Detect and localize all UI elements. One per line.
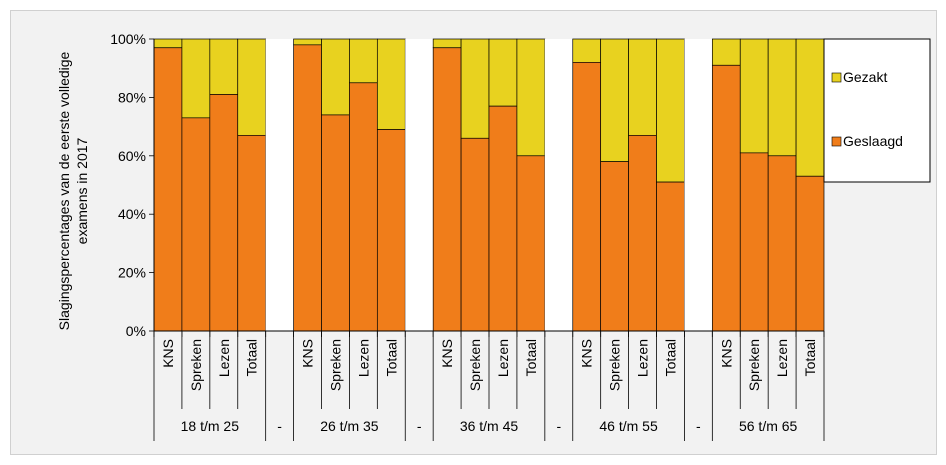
bar-gezakt <box>516 38 546 157</box>
x-group-label: - <box>417 418 422 434</box>
y-tick-label: 100% <box>110 31 146 47</box>
bar-geslaagd <box>600 161 629 332</box>
legend-swatch-geslaagd <box>831 136 842 147</box>
bar-gezakt <box>600 38 629 162</box>
bar-gezakt <box>237 38 267 136</box>
gap-column <box>544 39 573 331</box>
legend-swatch-gezakt <box>831 72 842 83</box>
bar-geslaagd <box>739 152 769 332</box>
bar-gezakt <box>321 38 350 116</box>
bar-gezakt <box>293 38 322 46</box>
gap-column <box>405 39 434 331</box>
x-group-label: - <box>277 418 282 434</box>
bar-geslaagd <box>516 155 546 332</box>
x-category-label: KNS <box>579 339 595 368</box>
chart-frame: 0% 20% 40% 60% 80% 100% KNS Spreken Lezen Totaal… <box>10 10 937 455</box>
x-category-label: Totaal <box>244 339 260 376</box>
x-group-label: 26 t/m 35 <box>320 418 379 434</box>
x-category-label: Totaal <box>802 339 818 376</box>
x-group-label: 18 t/m 25 <box>181 418 240 434</box>
bar-geslaagd <box>432 47 462 332</box>
bar-geslaagd <box>795 175 825 332</box>
x-category-label: KNS <box>160 339 176 368</box>
legend-label-geslaagd: Geslaagd <box>843 133 903 149</box>
bar-gezakt <box>711 38 741 66</box>
y-tick-label: 40% <box>118 206 146 222</box>
x-category-label: Lezen <box>216 339 232 377</box>
bar-geslaagd <box>209 94 239 332</box>
bar-geslaagd <box>181 117 211 332</box>
y-axis-label-line-2: examens in 2017 <box>74 137 90 244</box>
x-category-label: Totaal <box>662 339 678 376</box>
bar-gezakt <box>460 38 490 139</box>
bar-geslaagd <box>321 114 350 332</box>
bar-gezakt <box>488 38 518 107</box>
bar-gezakt <box>376 38 406 130</box>
bar-gezakt <box>739 38 769 154</box>
bar-gezakt <box>153 38 183 49</box>
x-group-label: 56 t/m 65 <box>739 418 798 434</box>
bar-geslaagd <box>153 47 183 332</box>
x-group-label: 46 t/m 55 <box>599 418 658 434</box>
bar-gezakt <box>432 38 462 49</box>
y-tick-label: 0% <box>126 323 146 339</box>
bar-geslaagd <box>293 44 322 332</box>
bar-geslaagd <box>488 105 518 332</box>
y-tick-label: 60% <box>118 148 146 164</box>
bar-gezakt <box>767 38 797 157</box>
x-category-label: Spreken <box>327 339 343 391</box>
bar-geslaagd <box>628 135 657 332</box>
bar-geslaagd <box>572 62 602 332</box>
x-category-label: Spreken <box>467 339 483 391</box>
legend-box <box>823 38 931 183</box>
bar-gezakt <box>349 38 378 84</box>
bar-geslaagd <box>376 129 406 332</box>
bar-geslaagd <box>349 82 378 332</box>
bar-geslaagd <box>460 137 490 332</box>
x-category-label: KNS <box>718 339 734 368</box>
bar-gezakt <box>628 38 657 136</box>
x-group-label: 36 t/m 45 <box>460 418 519 434</box>
bar-geslaagd <box>711 64 741 332</box>
bar-geslaagd <box>656 181 685 332</box>
x-category-label: Lezen <box>355 339 371 377</box>
bar-geslaagd <box>767 155 797 332</box>
x-category-label: KNS <box>300 339 316 368</box>
x-category-label: Lezen <box>635 339 651 377</box>
x-category-label: Totaal <box>383 339 399 376</box>
bar-gezakt <box>572 38 602 63</box>
stacked-bar-chart: 0% 20% 40% 60% 80% 100% KNS Spreken Lezen Totaal… <box>56 31 931 441</box>
x-group-label: - <box>696 418 701 434</box>
x-group-label: - <box>556 418 561 434</box>
bar-gezakt <box>209 38 239 95</box>
legend-label-gezakt: Gezakt <box>843 69 887 85</box>
bar-gezakt <box>656 38 685 183</box>
x-category-label: Spreken <box>607 339 623 391</box>
gap-column <box>684 39 713 331</box>
y-tick-label: 80% <box>118 89 146 105</box>
bars <box>153 38 825 332</box>
bar-geslaagd <box>237 135 267 332</box>
y-tick-label: 20% <box>118 265 146 281</box>
legend: Gezakt Geslaagd <box>823 38 931 183</box>
gap-column <box>265 39 294 331</box>
x-category-label: Totaal <box>523 339 539 376</box>
y-tick-labels: 0% 20% 40% 60% 80% 100% <box>110 31 146 339</box>
x-category-labels: KNS Spreken Lezen Totaal KNS Spreken Lezen Tota… <box>160 339 818 434</box>
axes <box>149 38 825 441</box>
x-category-label: KNS <box>439 339 455 368</box>
y-axis-label-line-1: Slagingspercentages van de eerste volled… <box>56 51 72 330</box>
bar-gezakt <box>795 38 825 177</box>
x-category-label: Lezen <box>495 339 511 377</box>
x-category-label: Lezen <box>774 339 790 377</box>
x-category-label: Spreken <box>188 339 204 391</box>
x-category-label: Spreken <box>746 339 762 391</box>
bar-gezakt <box>181 38 211 119</box>
